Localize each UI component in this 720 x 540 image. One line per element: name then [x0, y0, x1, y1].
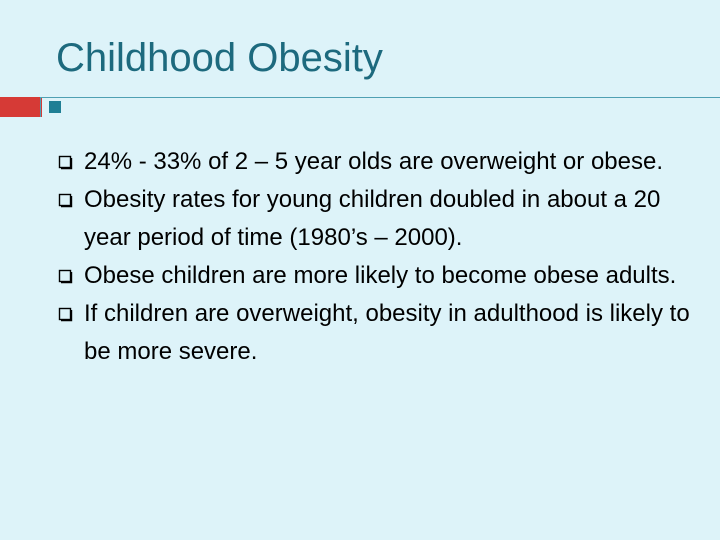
- bullet-item: If children are overweight, obesity in a…: [58, 295, 698, 371]
- hollow-square-bullet-icon: [58, 307, 73, 322]
- bullet-text: If children are overweight, obesity in a…: [84, 300, 690, 365]
- hollow-square-bullet-icon: [58, 269, 73, 284]
- slide-title: Childhood Obesity: [56, 36, 383, 80]
- bullet-text: 24% - 33% of 2 – 5 year olds are overwei…: [84, 148, 663, 175]
- hollow-square-bullet-icon: [58, 193, 73, 208]
- bullet-text: Obese children are more likely to become…: [84, 262, 677, 289]
- bullet-list: 24% - 33% of 2 – 5 year olds are overwei…: [58, 143, 698, 371]
- bullet-item: Obesity rates for young children doubled…: [58, 181, 698, 257]
- hollow-square-bullet-icon: [58, 155, 73, 170]
- bullet-item: Obese children are more likely to become…: [58, 257, 698, 295]
- title-red-accent-bar: [0, 97, 42, 117]
- bullet-text: Obesity rates for young children doubled…: [84, 186, 661, 251]
- bullet-item: 24% - 33% of 2 – 5 year olds are overwei…: [58, 143, 698, 181]
- title-square-accent: [49, 101, 61, 113]
- title-divider-line: [40, 97, 720, 117]
